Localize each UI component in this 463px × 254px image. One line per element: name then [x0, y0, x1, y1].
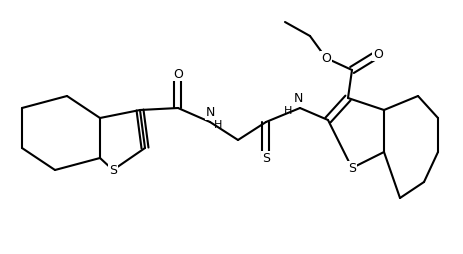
- Text: S: S: [347, 162, 355, 174]
- Text: N: N: [293, 92, 302, 105]
- Text: H: H: [283, 106, 292, 116]
- Text: O: O: [173, 68, 182, 81]
- Text: S: S: [262, 151, 269, 165]
- Text: S: S: [109, 164, 117, 177]
- Text: N: N: [205, 106, 214, 119]
- Text: H: H: [213, 120, 222, 130]
- Text: O: O: [320, 52, 330, 65]
- Text: O: O: [372, 47, 382, 60]
